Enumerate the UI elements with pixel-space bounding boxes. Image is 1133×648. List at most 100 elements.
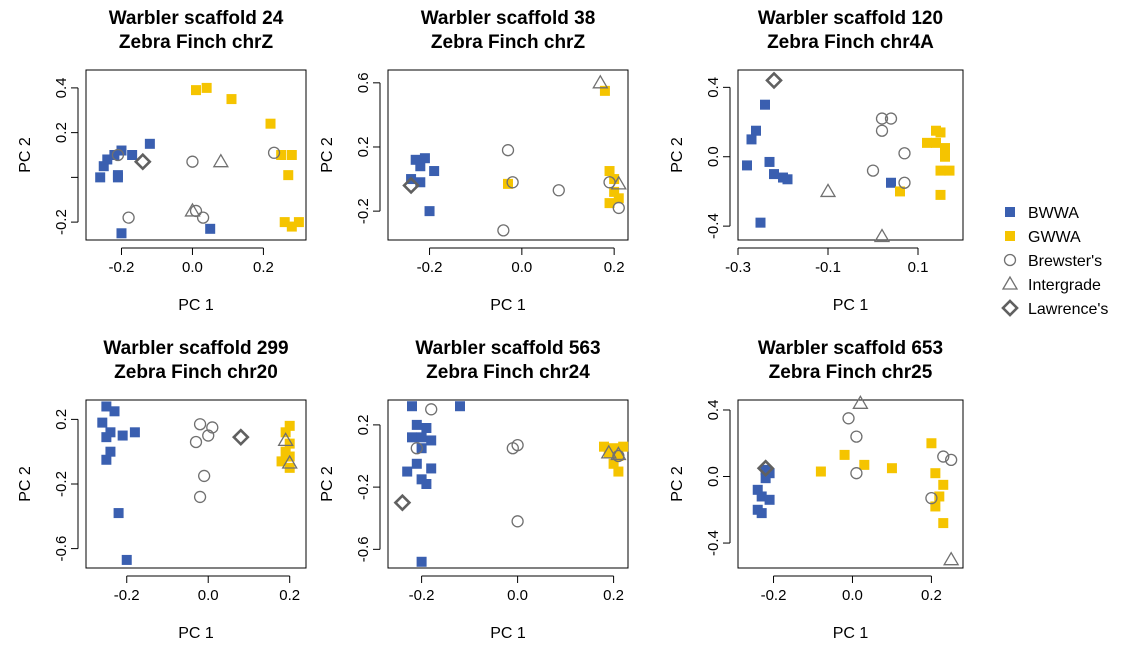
series-lawrences: [402, 176, 420, 195]
series-gwwa: [815, 438, 949, 529]
data-point-square: [293, 217, 304, 228]
data-point-square: [935, 189, 946, 200]
series-lawrences: [765, 71, 783, 90]
data-point-square: [121, 554, 132, 565]
data-point-square: [144, 138, 155, 149]
plot-frame: [387, 69, 629, 241]
data-point-square: [839, 449, 850, 460]
data-point-triangle: [277, 432, 294, 447]
data-point-square: [618, 441, 629, 452]
series-bwwa: [752, 464, 775, 519]
data-point-square: [455, 401, 465, 412]
plot-frame: [85, 69, 307, 241]
x-tick-label: -0.2: [761, 587, 787, 604]
data-point-circle: [945, 453, 958, 467]
data-point-circle: [193, 490, 207, 504]
series-gwwa: [503, 85, 624, 209]
data-point-circle: [425, 403, 438, 416]
series-brewsters: [111, 146, 281, 224]
data-point-square: [926, 438, 937, 449]
data-point-square: [201, 82, 212, 93]
data-point-square: [102, 154, 113, 165]
data-point-square: [938, 518, 949, 529]
x-axis-label: PC 1: [178, 297, 214, 314]
data-point-square: [859, 459, 870, 470]
data-point-square: [284, 438, 295, 449]
panel-title-line: Zebra Finch chr25: [769, 362, 933, 383]
y-axis-label: PC 2: [319, 466, 336, 502]
data-point-square: [411, 419, 422, 430]
data-point-circle: [202, 429, 215, 442]
data-point-diamond: [133, 152, 152, 171]
data-point-square: [109, 406, 120, 417]
x-axis-label: PC 1: [490, 625, 526, 642]
x-axis-label: PC 1: [490, 297, 526, 314]
data-point-square: [116, 228, 127, 239]
data-point-square: [756, 508, 767, 519]
legend-item: Brewster's: [1003, 253, 1102, 270]
series-lawrences: [231, 428, 250, 446]
data-point-square: [407, 432, 417, 443]
x-tick-label: -0.2: [109, 259, 135, 276]
legend-key-circle: [1003, 253, 1017, 267]
panel-3: Warbler scaffold 120 Zebra Finch chr4A -0.…: [669, 8, 964, 314]
legend-key-square: [1005, 231, 1015, 241]
data-point-square: [286, 221, 297, 232]
data-point-circle: [410, 442, 423, 455]
data-point-square: [411, 458, 422, 469]
x-tick-label: 0.0: [842, 587, 863, 604]
y-tick-label: 0.0: [705, 466, 722, 487]
x-tick-label: 0.0: [511, 259, 532, 276]
y-tick-label: 0.2: [355, 137, 372, 158]
series-gwwa: [276, 420, 295, 473]
data-point-square: [613, 451, 624, 461]
x-tick-label: -0.2: [409, 587, 435, 604]
legend-label: GWWA: [1028, 229, 1081, 246]
data-point-square: [421, 423, 432, 433]
data-point-square: [410, 154, 421, 165]
data-point-square: [97, 417, 108, 428]
data-point-circle: [511, 515, 524, 528]
legend-item: Intergrade: [1001, 275, 1101, 294]
data-point-square: [426, 463, 437, 474]
data-point-square: [886, 463, 897, 474]
data-point-circle: [612, 201, 625, 215]
data-point-square: [95, 172, 106, 183]
data-point-square: [402, 466, 413, 477]
legend-label: Brewster's: [1028, 253, 1102, 270]
panel-4: Warbler scaffold 299 Zebra Finch chr20 -0.…: [17, 338, 307, 642]
data-point-triangle: [852, 395, 869, 409]
series-intergrade: [592, 74, 627, 190]
data-point-square: [886, 177, 896, 188]
y-axis-label: PC 2: [17, 466, 34, 502]
data-point-circle: [506, 176, 519, 189]
data-point-circle: [842, 412, 855, 425]
x-tick-label: 0.2: [253, 259, 274, 276]
x-tick-label: -0.2: [114, 587, 140, 604]
y-tick-label: -0.6: [355, 536, 372, 562]
legend-item: BWWA: [1005, 205, 1079, 222]
series-intergrade: [277, 432, 298, 469]
data-point-triangle: [819, 183, 837, 198]
data-point-circle: [866, 164, 880, 177]
x-tick-label: 0.2: [604, 259, 625, 276]
data-point-triangle: [600, 444, 617, 459]
data-point-square: [421, 479, 432, 489]
data-point-square: [416, 432, 427, 443]
panel-title-line: Warbler scaffold 563: [415, 338, 600, 359]
data-point-square: [279, 217, 290, 228]
y-tick-label: 0.2: [53, 409, 70, 430]
data-point-square: [191, 85, 201, 96]
data-point-square: [416, 556, 427, 567]
legend-label: BWWA: [1028, 205, 1079, 222]
data-point-circle: [925, 491, 938, 505]
data-point-square: [98, 161, 109, 172]
data-point-square: [101, 454, 112, 465]
data-point-square: [944, 165, 955, 176]
data-point-triangle: [592, 74, 609, 89]
x-tick-label: 0.2: [279, 587, 300, 604]
data-point-square: [599, 441, 609, 452]
panel-title-line: Zebra Finch chr4A: [767, 32, 934, 53]
data-point-square: [931, 137, 941, 148]
